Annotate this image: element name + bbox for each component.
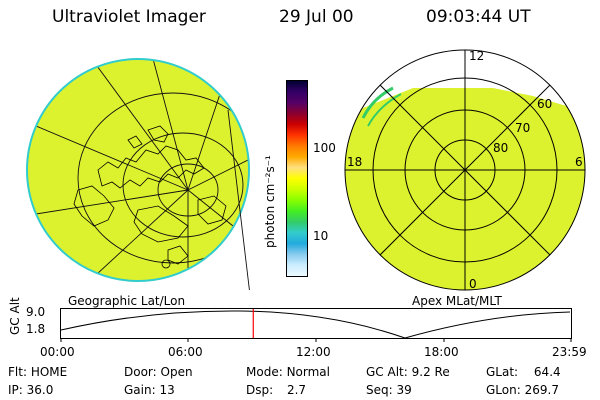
status-gain: Gain: 13 xyxy=(124,383,175,397)
altitude-xtick-1800: 18:00 xyxy=(424,345,459,359)
status-gain-label: Gain: xyxy=(124,383,156,397)
colorbar-tick-100: 100 xyxy=(313,141,336,155)
geo-disk xyxy=(26,58,250,282)
altitude-ylabel: GC Alt xyxy=(8,297,22,335)
status-glat: GLat: 64.4 xyxy=(486,365,561,379)
app-title: Ultraviolet Imager xyxy=(52,7,206,27)
status-mode: Mode: Normal xyxy=(246,365,330,379)
mlt-label-6: 6 xyxy=(575,155,583,169)
status-door-value: Open xyxy=(160,365,193,379)
altitude-xtick-0600: 06:00 xyxy=(168,345,203,359)
status-glon: GLon: 269.7 xyxy=(486,383,559,397)
status-glat-label: GLat: xyxy=(486,365,519,379)
mlat-label-70: 70 xyxy=(515,121,530,135)
colorbar xyxy=(286,80,308,277)
status-gcalt-value: 9.2 Re xyxy=(411,365,450,379)
colorbar-unit-label: photon cm⁻²s⁻¹ xyxy=(263,155,277,248)
status-glon-label: GLon: xyxy=(486,383,521,397)
mlt-label-12: 12 xyxy=(469,49,484,63)
status-dsp: Dsp: 2.7 xyxy=(246,383,306,397)
date-label: 29 Jul 00 xyxy=(279,7,354,27)
polar-map: 12 18 6 0 60 70 80 xyxy=(344,49,586,291)
altitude-xtick-1200: 12:00 xyxy=(296,345,331,359)
status-seq-value: 39 xyxy=(396,383,412,397)
altitude-ytick-bottom: 1.8 xyxy=(26,322,46,336)
mlt-label-0: 0 xyxy=(469,277,477,291)
altitude-xtick-0000: 00:00 xyxy=(40,345,75,359)
status-glat-value: 64.4 xyxy=(533,365,561,379)
status-mode-label: Mode: xyxy=(246,365,283,379)
polar-map-label: Apex MLat/MLT xyxy=(412,294,502,308)
mlt-label-18: 18 xyxy=(347,155,362,169)
time-label: 09:03:44 UT xyxy=(426,7,531,27)
altitude-plot xyxy=(60,308,572,342)
mlat-label-60: 60 xyxy=(537,97,552,111)
status-door-label: Door: xyxy=(124,365,157,379)
status-glon-value: 269.7 xyxy=(524,383,559,397)
altitude-xtick-2359: 23:59 xyxy=(552,345,587,359)
status-seq: Seq: 39 xyxy=(366,383,412,397)
status-flt-value: HOME xyxy=(30,365,68,379)
status-dsp-label: Dsp: xyxy=(246,383,274,397)
altitude-ytick-top: 9.0 xyxy=(26,305,46,319)
status-door: Door: Open xyxy=(124,365,193,379)
colorbar-tick-10: 10 xyxy=(313,229,329,243)
status-ip-value: 36.0 xyxy=(26,383,54,397)
status-gain-value: 13 xyxy=(159,383,175,397)
status-dsp-value: 2.7 xyxy=(286,383,307,397)
status-seq-label: Seq: xyxy=(366,383,393,397)
status-mode-value: Normal xyxy=(286,365,330,379)
status-gcalt: GC Alt: 9.2 Re xyxy=(366,365,450,379)
status-flt: Flt: HOME xyxy=(8,365,67,379)
status-ip: IP: 36.0 xyxy=(8,383,53,397)
status-gcalt-label: GC Alt: xyxy=(366,365,408,379)
status-ip-label: IP: xyxy=(8,383,23,397)
mlat-label-80: 80 xyxy=(493,141,508,155)
status-flt-label: Flt: xyxy=(8,365,27,379)
geographic-map-label: Geographic Lat/Lon xyxy=(68,294,186,308)
geographic-map xyxy=(26,58,250,290)
